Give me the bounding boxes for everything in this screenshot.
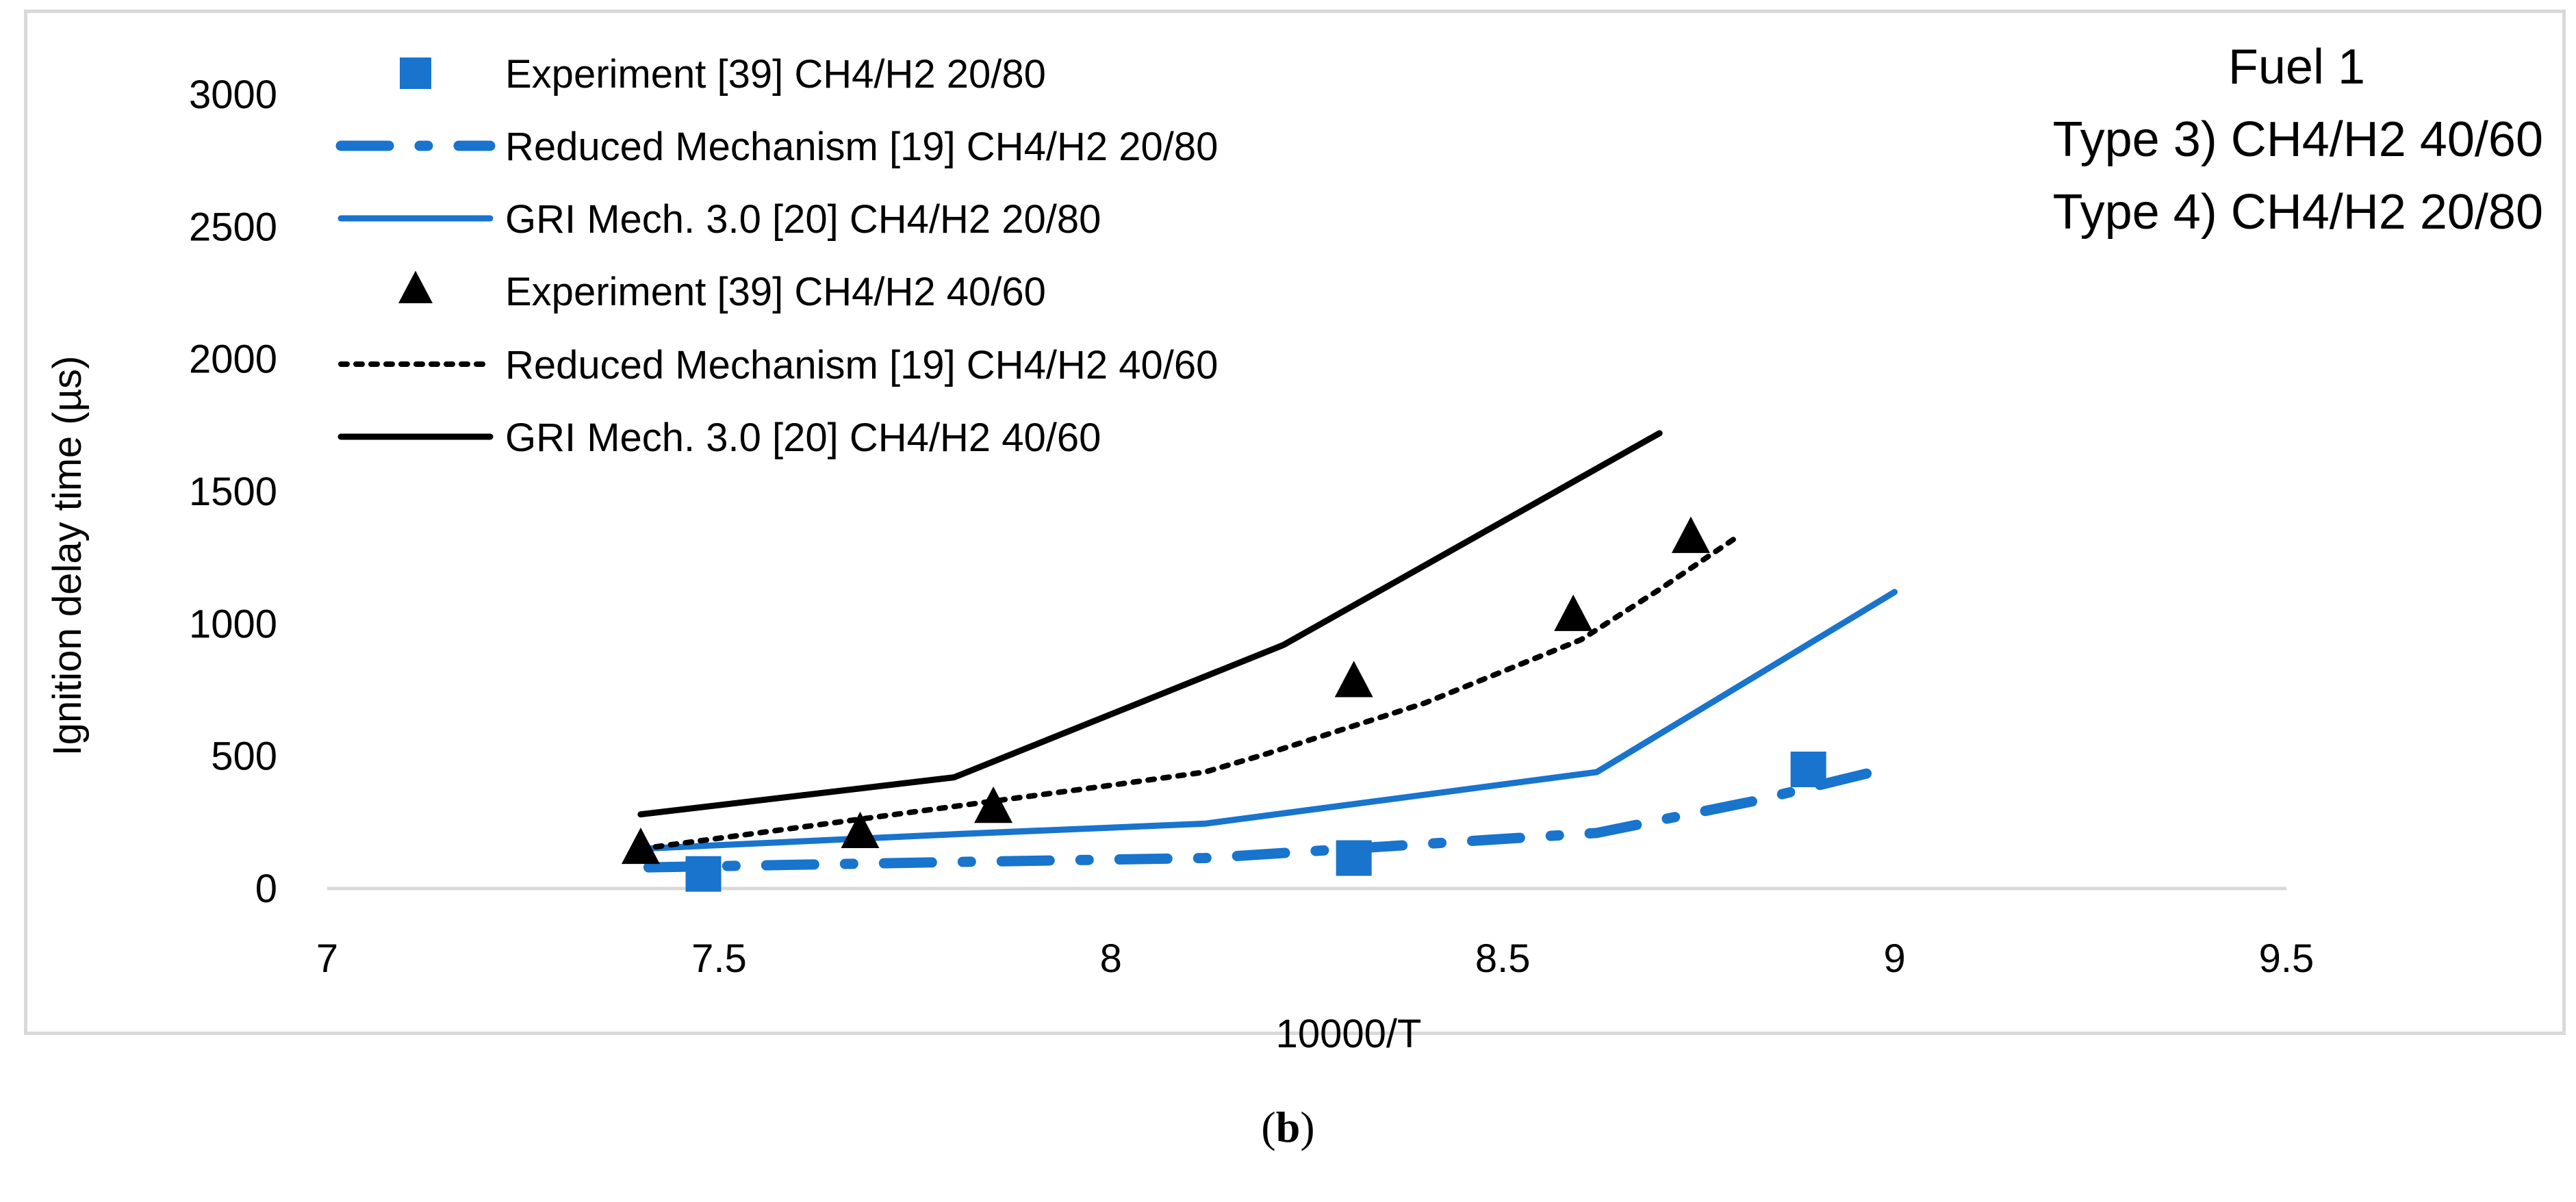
legend-label: Experiment [39] CH4/H2 40/60 [505,270,1046,314]
data-point [1554,594,1593,631]
chart-frame [24,10,2566,1035]
data-point [1671,516,1710,553]
y-tick-label: 1500 [189,470,277,514]
x-tick-label: 9 [1883,936,1905,981]
y-axis-label: Ignition delay time (µs) [45,356,90,756]
y-tick-label: 0 [255,867,277,911]
y-tick-label: 3000 [189,73,277,117]
x-tick-label: 9.5 [2259,936,2314,981]
y-tick-label: 1000 [189,602,277,646]
legend-label: Reduced Mechanism [19] CH4/H2 20/80 [505,125,1218,169]
data-point [1336,840,1372,876]
y-tick-label: 2000 [189,337,277,382]
caption-open: ( [1261,1103,1276,1151]
x-tick-label: 8.5 [1475,936,1531,981]
data-point [974,787,1013,823]
figure-caption: (b) [0,1102,2576,1153]
x-axis-label: 10000/T [1276,1012,1422,1056]
data-point [685,856,722,892]
axes: 7 7.5 8 8.5 9 9.5 0 500 1000 1500 2000 2500 3000 [189,73,2314,981]
y-tick-label: 500 [211,734,277,779]
legend-label: Reduced Mechanism [19] CH4/H2 40/60 [505,343,1218,387]
x-tick-label: 7 [316,936,338,981]
legend: Experiment [39] CH4/H2 20/80 Reduced Mech… [335,52,1218,460]
legend-label: GRI Mech. 3.0 [20] CH4/H2 20/80 [505,197,1101,242]
annotation-type-3: Type 3) CH4/H2 40/60 [2053,112,2543,167]
series-line [637,430,1663,818]
legend-marker [398,270,433,304]
legend-marker [400,57,431,89]
series-line [637,533,1741,852]
data-point [1790,752,1826,787]
legend-label: Experiment [39] CH4/H2 20/80 [505,52,1046,97]
data-point [1334,661,1373,698]
y-tick-label: 2500 [189,205,277,249]
data-point [621,827,660,865]
x-tick-label: 8 [1100,936,1122,981]
data-point [841,811,880,848]
series-line [643,761,1900,873]
legend-label: GRI Mech. 3.0 [20] CH4/H2 40/60 [505,415,1101,460]
x-tick-label: 7.5 [691,936,747,981]
annotation-type-4: Type 4) CH4/H2 20/80 [2053,185,2543,240]
caption-close: ) [1300,1103,1315,1151]
caption-letter: b [1275,1103,1301,1151]
series-layer [621,430,1900,892]
annotation-fuel: Fuel 1 [2228,40,2365,94]
